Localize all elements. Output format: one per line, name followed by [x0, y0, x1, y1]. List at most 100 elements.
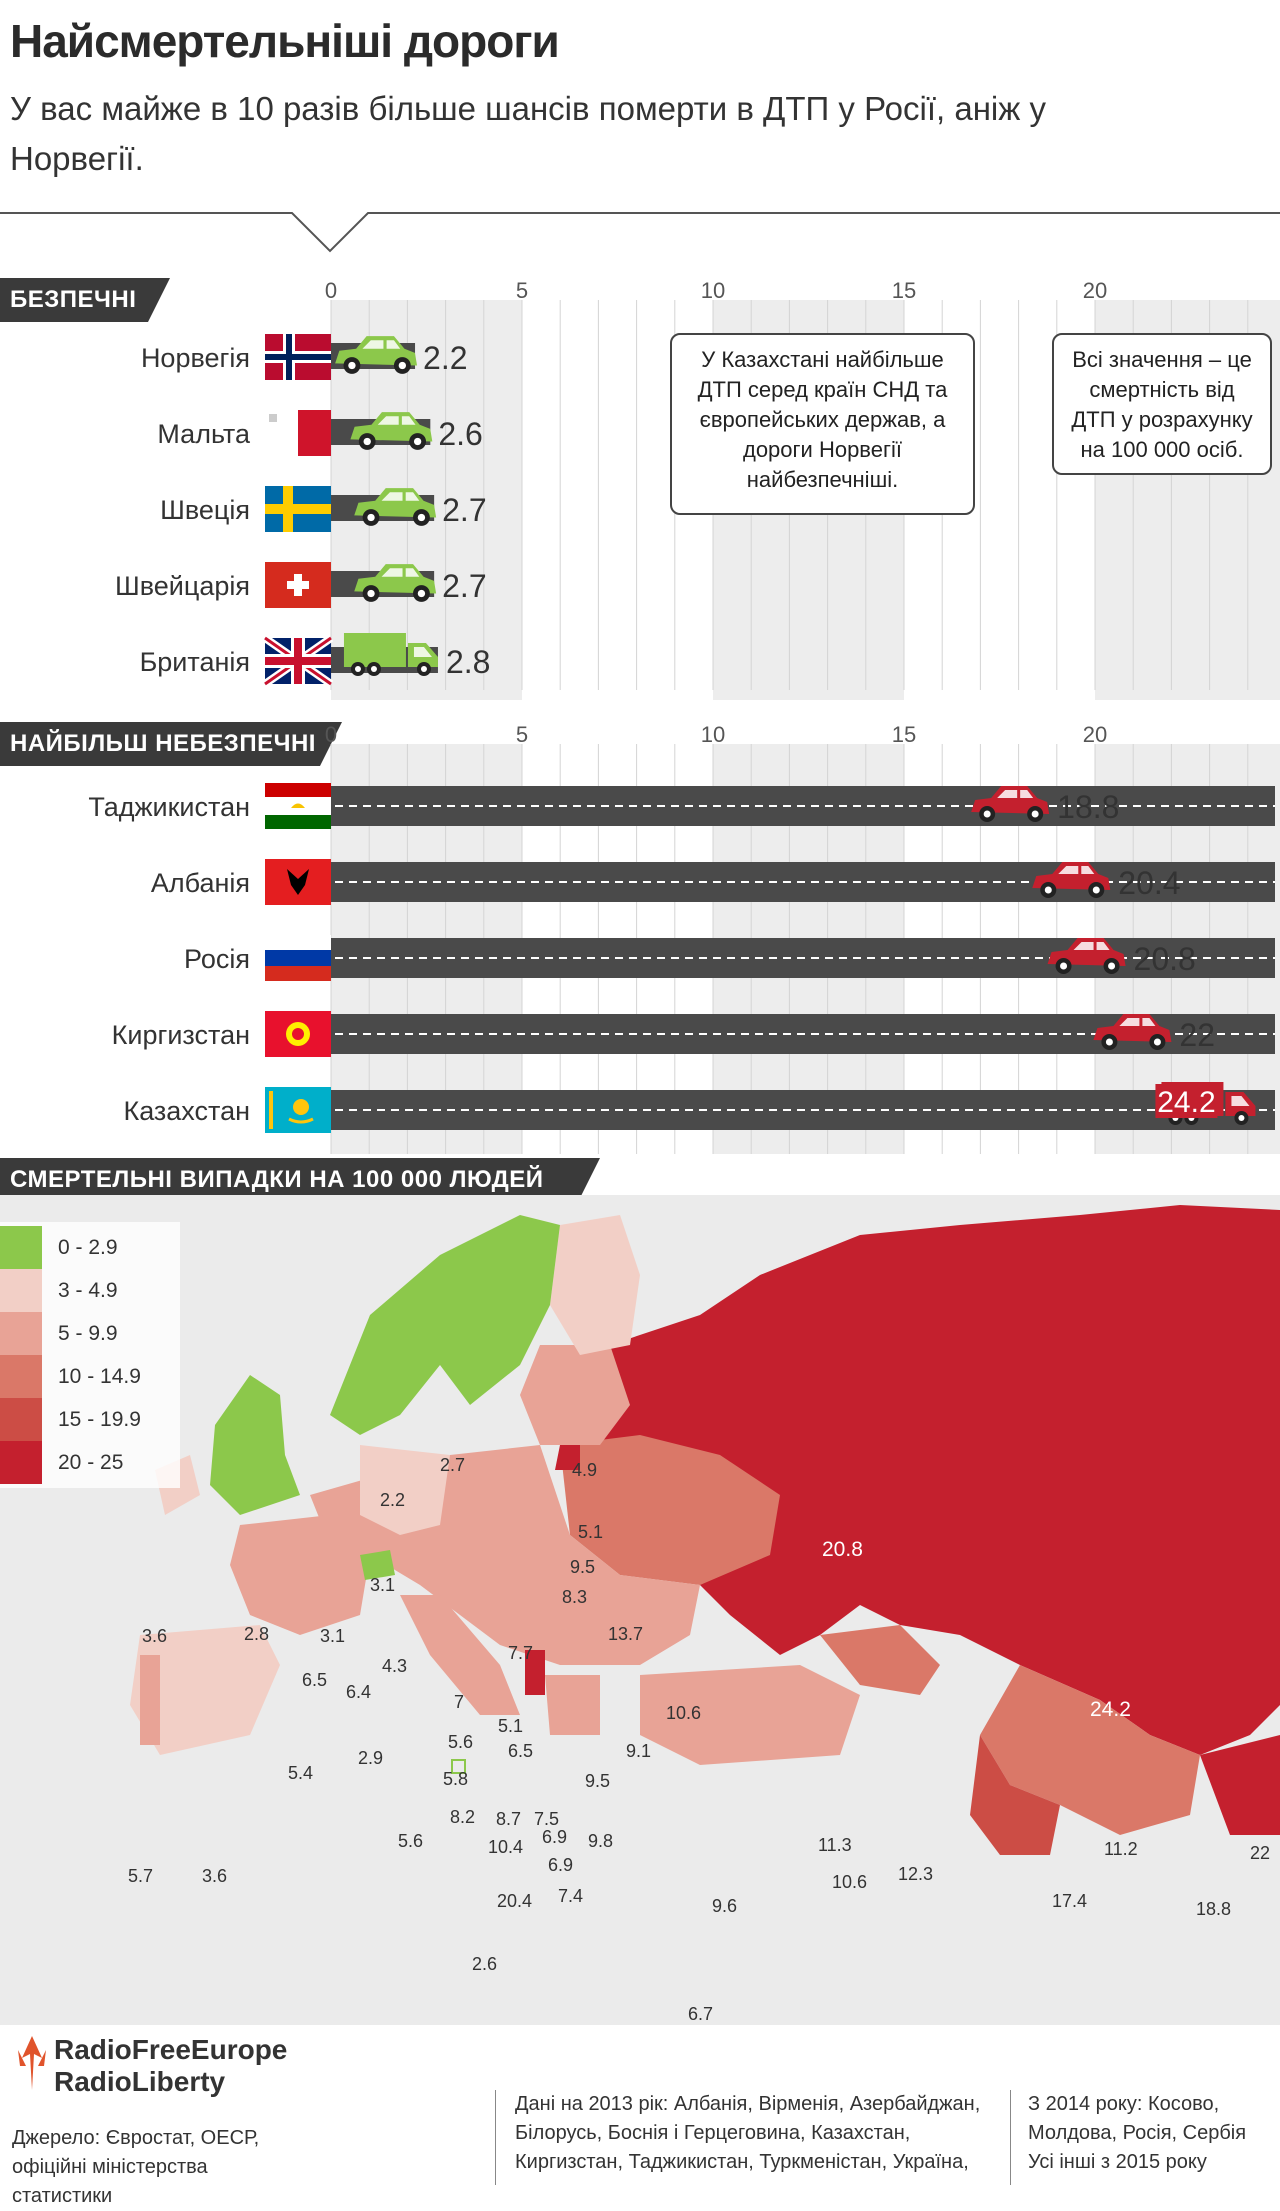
footer-divider-2 [1010, 2090, 1011, 2185]
category-label: Мальта [157, 419, 251, 449]
page-title: Найсмертельніші дороги [10, 15, 560, 67]
finland-region [550, 1215, 640, 1355]
greece-region [545, 1675, 600, 1735]
turkmenistan-region [970, 1735, 1060, 1855]
map-value-label: 6.9 [548, 1855, 574, 1875]
map-value-label: 2.8 [244, 1624, 270, 1644]
tick-label: 20 [1083, 278, 1107, 303]
tick-label: 10 [701, 722, 725, 747]
map-value-label: 6.7 [688, 2004, 714, 2024]
map-value-label: 24.2 [1090, 1698, 1131, 1721]
flag-icon [265, 334, 331, 380]
map-value-label: 5.4 [288, 1763, 314, 1783]
source-text: Джерело: Євростат, OECР, офіційні мініст… [12, 2127, 260, 2207]
flag-icon [265, 562, 331, 608]
value-label-bg [1155, 1084, 1218, 1118]
map-value-label: 3.6 [142, 1626, 168, 1646]
baltic-belarus-region [520, 1345, 630, 1445]
car-icon [350, 412, 433, 450]
map-value-label: 10.4 [488, 1837, 524, 1857]
legend-item: 20 - 25 [0, 1441, 180, 1484]
map-value-label: 5.6 [448, 1732, 474, 1752]
map-value-label: 5.7 [128, 1866, 154, 1886]
legend-item: 10 - 14.9 [0, 1355, 180, 1398]
map-value-label: 20.4 [497, 1891, 533, 1911]
car-icon [354, 488, 437, 526]
caucasus-region [820, 1625, 940, 1695]
map-value-label: 2.2 [380, 1490, 406, 1510]
category-label: Албанія [151, 868, 250, 898]
value-label: 20.4 [1118, 865, 1180, 901]
tick-label: 20 [1083, 722, 1107, 747]
switzerland-region [360, 1550, 395, 1580]
category-label: Швеція [160, 495, 250, 525]
scandinavia-region [330, 1215, 560, 1435]
map-value-label: 5.1 [578, 1522, 604, 1542]
tick-label: 15 [892, 722, 916, 747]
map-value-label: 4.9 [572, 1460, 598, 1480]
footer-divider-1 [495, 2090, 496, 2185]
tick-label: 5 [516, 278, 528, 303]
category-label: Росія [184, 944, 250, 974]
legend-item: 0 - 2.9 [0, 1226, 180, 1269]
legend-label: 15 - 19.9 [58, 1407, 141, 1431]
italy-region [400, 1595, 520, 1715]
map-value-label: 6.5 [508, 1741, 534, 1761]
torch-logo-icon [18, 2036, 46, 2090]
flag-icon [265, 859, 331, 905]
portugal-region [140, 1655, 160, 1745]
map-value-label: 8.3 [562, 1587, 588, 1607]
legend-item: 15 - 19.9 [0, 1398, 180, 1441]
map-value-label: 20.8 [822, 1538, 863, 1561]
legend-swatch [0, 1269, 42, 1312]
year-note-text: З 2014 року: Косово, Молдова, Росія, Сер… [1028, 2093, 1247, 2173]
section-label-dangerous: НАЙБІЛЬШ НЕБЕЗПЕЧНІ [0, 722, 342, 766]
section-label-map: СМЕРТЕЛЬНІ ВИПАДКИ НА 100 000 ЛЮДЕЙ [0, 1158, 600, 1202]
legend-item: 5 - 9.9 [0, 1312, 180, 1355]
legend-swatch [0, 1226, 42, 1269]
uk-region [210, 1375, 300, 1515]
page-subtitle: У вас майже в 10 разів більше шансів пом… [10, 90, 1046, 177]
iberia-region [130, 1625, 280, 1755]
map-value-label: 13.7 [608, 1624, 644, 1644]
tick-label: 15 [892, 278, 916, 303]
truck-icon [343, 633, 438, 676]
logo-line2: RadioLiberty [54, 2066, 226, 2097]
map-value-label: 3.1 [320, 1626, 346, 1646]
tick-label: 5 [516, 722, 528, 747]
turkey-region [640, 1665, 860, 1765]
map-value-label: 5.1 [498, 1716, 524, 1736]
map-value-label: 7.7 [508, 1643, 534, 1663]
value-label: 2.8 [446, 644, 490, 680]
value-label: 24.2 [1157, 1086, 1215, 1119]
value-label: 20.8 [1134, 941, 1196, 977]
map-value-label: 5.8 [443, 1769, 469, 1789]
note-values: Всі значення – це смертність від ДТП у р… [1052, 333, 1272, 475]
legend-label: 0 - 2.9 [58, 1235, 118, 1259]
flag-icon [265, 486, 331, 532]
map-value-label: 2.7 [440, 1455, 466, 1475]
map-value-label: 7 [454, 1692, 465, 1712]
malta-marker [451, 1759, 466, 1774]
ukraine-region [560, 1435, 780, 1585]
kaliningrad-region [555, 1445, 580, 1470]
tick-label: 0 [325, 722, 337, 747]
value-label: 2.7 [442, 568, 486, 604]
map-value-label: 22 [1250, 1843, 1271, 1863]
russia-region [580, 1205, 1280, 1755]
choropleth-map [0, 1195, 1280, 2025]
car-icon [971, 786, 1050, 822]
map-value-label: 3.1 [370, 1575, 396, 1595]
flag-icon [265, 1011, 331, 1057]
legend-label: 3 - 4.9 [58, 1278, 118, 1302]
map-value-label: 8.2 [450, 1807, 476, 1827]
car-icon [354, 564, 437, 602]
map-value-label: 4.3 [382, 1656, 408, 1676]
kyrgyz-tajik-region [1200, 1735, 1280, 1835]
albania-region [525, 1650, 545, 1695]
legend-swatch [0, 1312, 42, 1355]
legend-swatch [0, 1355, 42, 1398]
germany-region [360, 1445, 450, 1535]
car-icon [335, 336, 418, 374]
value-label: 2.7 [442, 492, 486, 528]
